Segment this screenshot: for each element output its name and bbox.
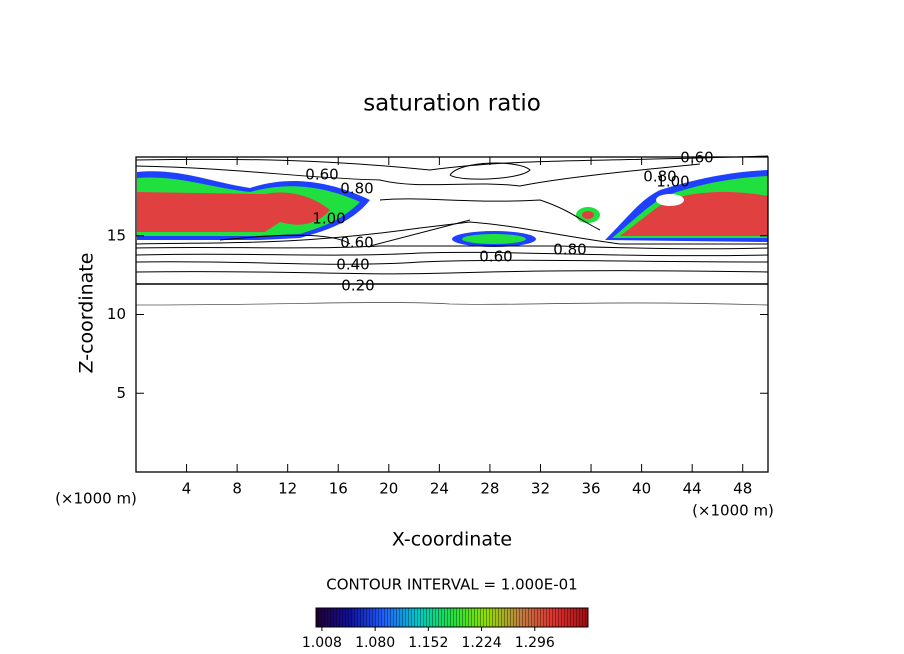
contour-label: 0.80 <box>643 168 676 186</box>
colorbar-tick-label: 1.152 <box>408 635 448 651</box>
colorbar-tick-label: 1.296 <box>515 635 555 651</box>
contour-label: 0.60 <box>479 248 512 266</box>
x-tick-label: 8 <box>232 480 242 498</box>
contour-label: 1.00 <box>656 173 689 191</box>
colorbar-tick-label: 1.080 <box>355 635 395 651</box>
x-tick-label: 48 <box>733 480 752 498</box>
x-tick-label: 12 <box>278 480 297 498</box>
contour-lines <box>135 155 769 306</box>
contour-interval: CONTOUR INTERVAL = 1.000E-01 <box>326 576 577 594</box>
x-axis-label: X-coordinate <box>392 529 512 551</box>
contour-label: 0.80 <box>340 180 373 198</box>
y-axis-label: Z-coordinate <box>76 253 98 374</box>
shaded-field <box>137 170 768 247</box>
colorbar-tick-label: 1.008 <box>302 635 342 651</box>
x-tick-label: 36 <box>581 480 600 498</box>
colorbar-stripes <box>316 608 588 627</box>
x-tick-label: 16 <box>329 480 348 498</box>
contour-label: 0.60 <box>305 166 338 184</box>
x-tick-label: 44 <box>683 480 702 498</box>
x-unit-label: (×1000 m) <box>692 502 774 520</box>
x-tick-label: 28 <box>480 480 499 498</box>
x-tick-label: 32 <box>531 480 550 498</box>
y-tick-label: 5 <box>116 384 126 402</box>
y-tick-label: 15 <box>107 226 126 244</box>
x-tick-label: 20 <box>379 480 398 498</box>
colorbar-tick-label: 1.224 <box>462 635 502 651</box>
contour-label: 0.20 <box>341 277 374 295</box>
x-tick-label: 40 <box>632 480 651 498</box>
y-tick-label: 10 <box>107 305 126 323</box>
y-unit-label: (×1000 m) <box>55 490 137 508</box>
chart-title: saturation ratio <box>363 91 541 117</box>
contour-label: 0.40 <box>336 256 369 274</box>
contour-label: 1.00 <box>312 210 345 228</box>
x-tick-label: 4 <box>182 480 192 498</box>
x-tick-label: 24 <box>430 480 449 498</box>
contour-label: 0.80 <box>553 241 586 259</box>
contour-label: 0.60 <box>340 234 373 252</box>
